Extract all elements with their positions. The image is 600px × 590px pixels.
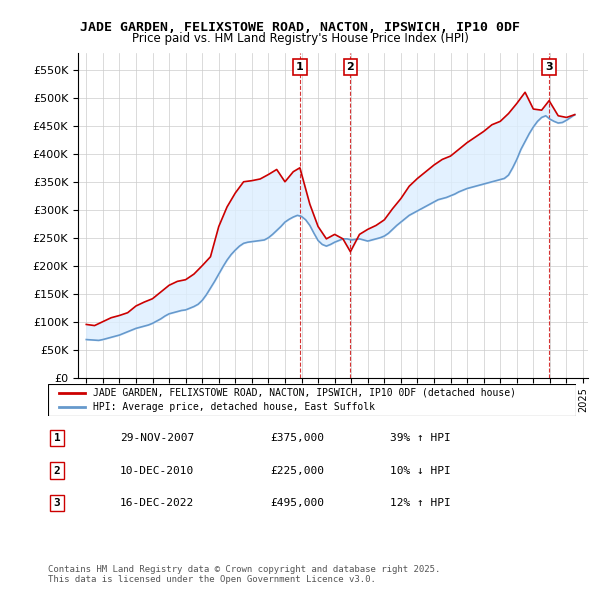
Text: £495,000: £495,000 <box>270 498 324 508</box>
Text: 39% ↑ HPI: 39% ↑ HPI <box>390 433 451 443</box>
Text: £225,000: £225,000 <box>270 466 324 476</box>
Text: 16-DEC-2022: 16-DEC-2022 <box>120 498 194 508</box>
Text: 1: 1 <box>296 62 304 72</box>
Text: 10-DEC-2010: 10-DEC-2010 <box>120 466 194 476</box>
Text: Contains HM Land Registry data © Crown copyright and database right 2025.
This d: Contains HM Land Registry data © Crown c… <box>48 565 440 584</box>
Text: 3: 3 <box>545 62 553 72</box>
Text: 1: 1 <box>53 433 61 443</box>
Text: HPI: Average price, detached house, East Suffolk: HPI: Average price, detached house, East… <box>93 402 375 412</box>
FancyBboxPatch shape <box>48 384 576 416</box>
Text: JADE GARDEN, FELIXSTOWE ROAD, NACTON, IPSWICH, IP10 0DF: JADE GARDEN, FELIXSTOWE ROAD, NACTON, IP… <box>80 21 520 34</box>
Text: Price paid vs. HM Land Registry's House Price Index (HPI): Price paid vs. HM Land Registry's House … <box>131 32 469 45</box>
Text: 29-NOV-2007: 29-NOV-2007 <box>120 433 194 443</box>
Text: £375,000: £375,000 <box>270 433 324 443</box>
Text: 10% ↓ HPI: 10% ↓ HPI <box>390 466 451 476</box>
Text: JADE GARDEN, FELIXSTOWE ROAD, NACTON, IPSWICH, IP10 0DF (detached house): JADE GARDEN, FELIXSTOWE ROAD, NACTON, IP… <box>93 388 516 398</box>
Text: 2: 2 <box>53 466 61 476</box>
Text: 3: 3 <box>53 498 61 508</box>
Text: 2: 2 <box>347 62 354 72</box>
Text: 12% ↑ HPI: 12% ↑ HPI <box>390 498 451 508</box>
